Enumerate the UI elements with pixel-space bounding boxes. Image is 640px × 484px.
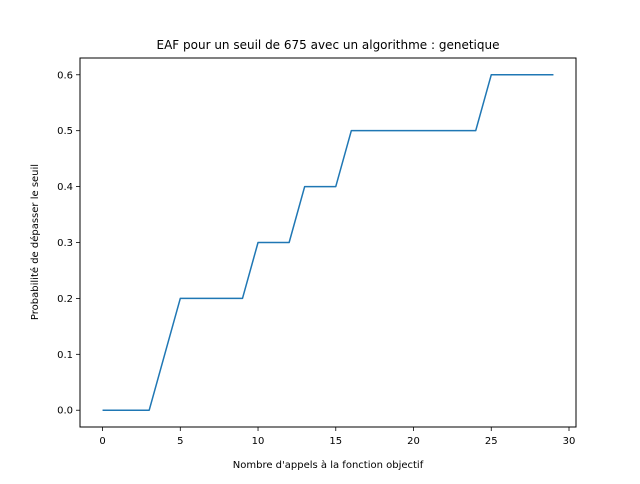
y-axis-ticks: 0.0 0.1 0.2 0.3 0.4 0.5 0.6 xyxy=(57,70,80,417)
x-tick-label: 25 xyxy=(485,436,498,447)
x-axis-label: Nombre d'appels à la fonction objectif xyxy=(233,459,424,471)
y-tick-label: 0.4 xyxy=(57,182,73,193)
x-tick-label: 10 xyxy=(252,436,265,447)
y-axis-label: Probabilité de dépasser le seuil xyxy=(29,164,41,320)
y-tick-label: 0.5 xyxy=(57,126,73,137)
y-tick-label: 0.6 xyxy=(57,70,73,81)
chart-title: EAF pour un seuil de 675 avec un algorit… xyxy=(157,38,500,52)
x-axis-ticks: 0 5 10 15 20 25 30 xyxy=(99,427,575,447)
plot-area-frame xyxy=(79,57,577,428)
y-tick-label: 0.2 xyxy=(57,294,73,305)
x-tick-label: 15 xyxy=(329,436,342,447)
y-tick-label: 0.3 xyxy=(57,238,73,249)
y-tick-label: 0.0 xyxy=(57,406,73,417)
y-tick-label: 0.1 xyxy=(57,350,73,361)
x-tick-label: 20 xyxy=(407,436,420,447)
x-tick-label: 0 xyxy=(99,436,105,447)
x-tick-label: 30 xyxy=(563,436,576,447)
x-tick-label: 5 xyxy=(177,436,183,447)
series-layer xyxy=(102,74,554,411)
eaf-series-line xyxy=(102,74,554,411)
